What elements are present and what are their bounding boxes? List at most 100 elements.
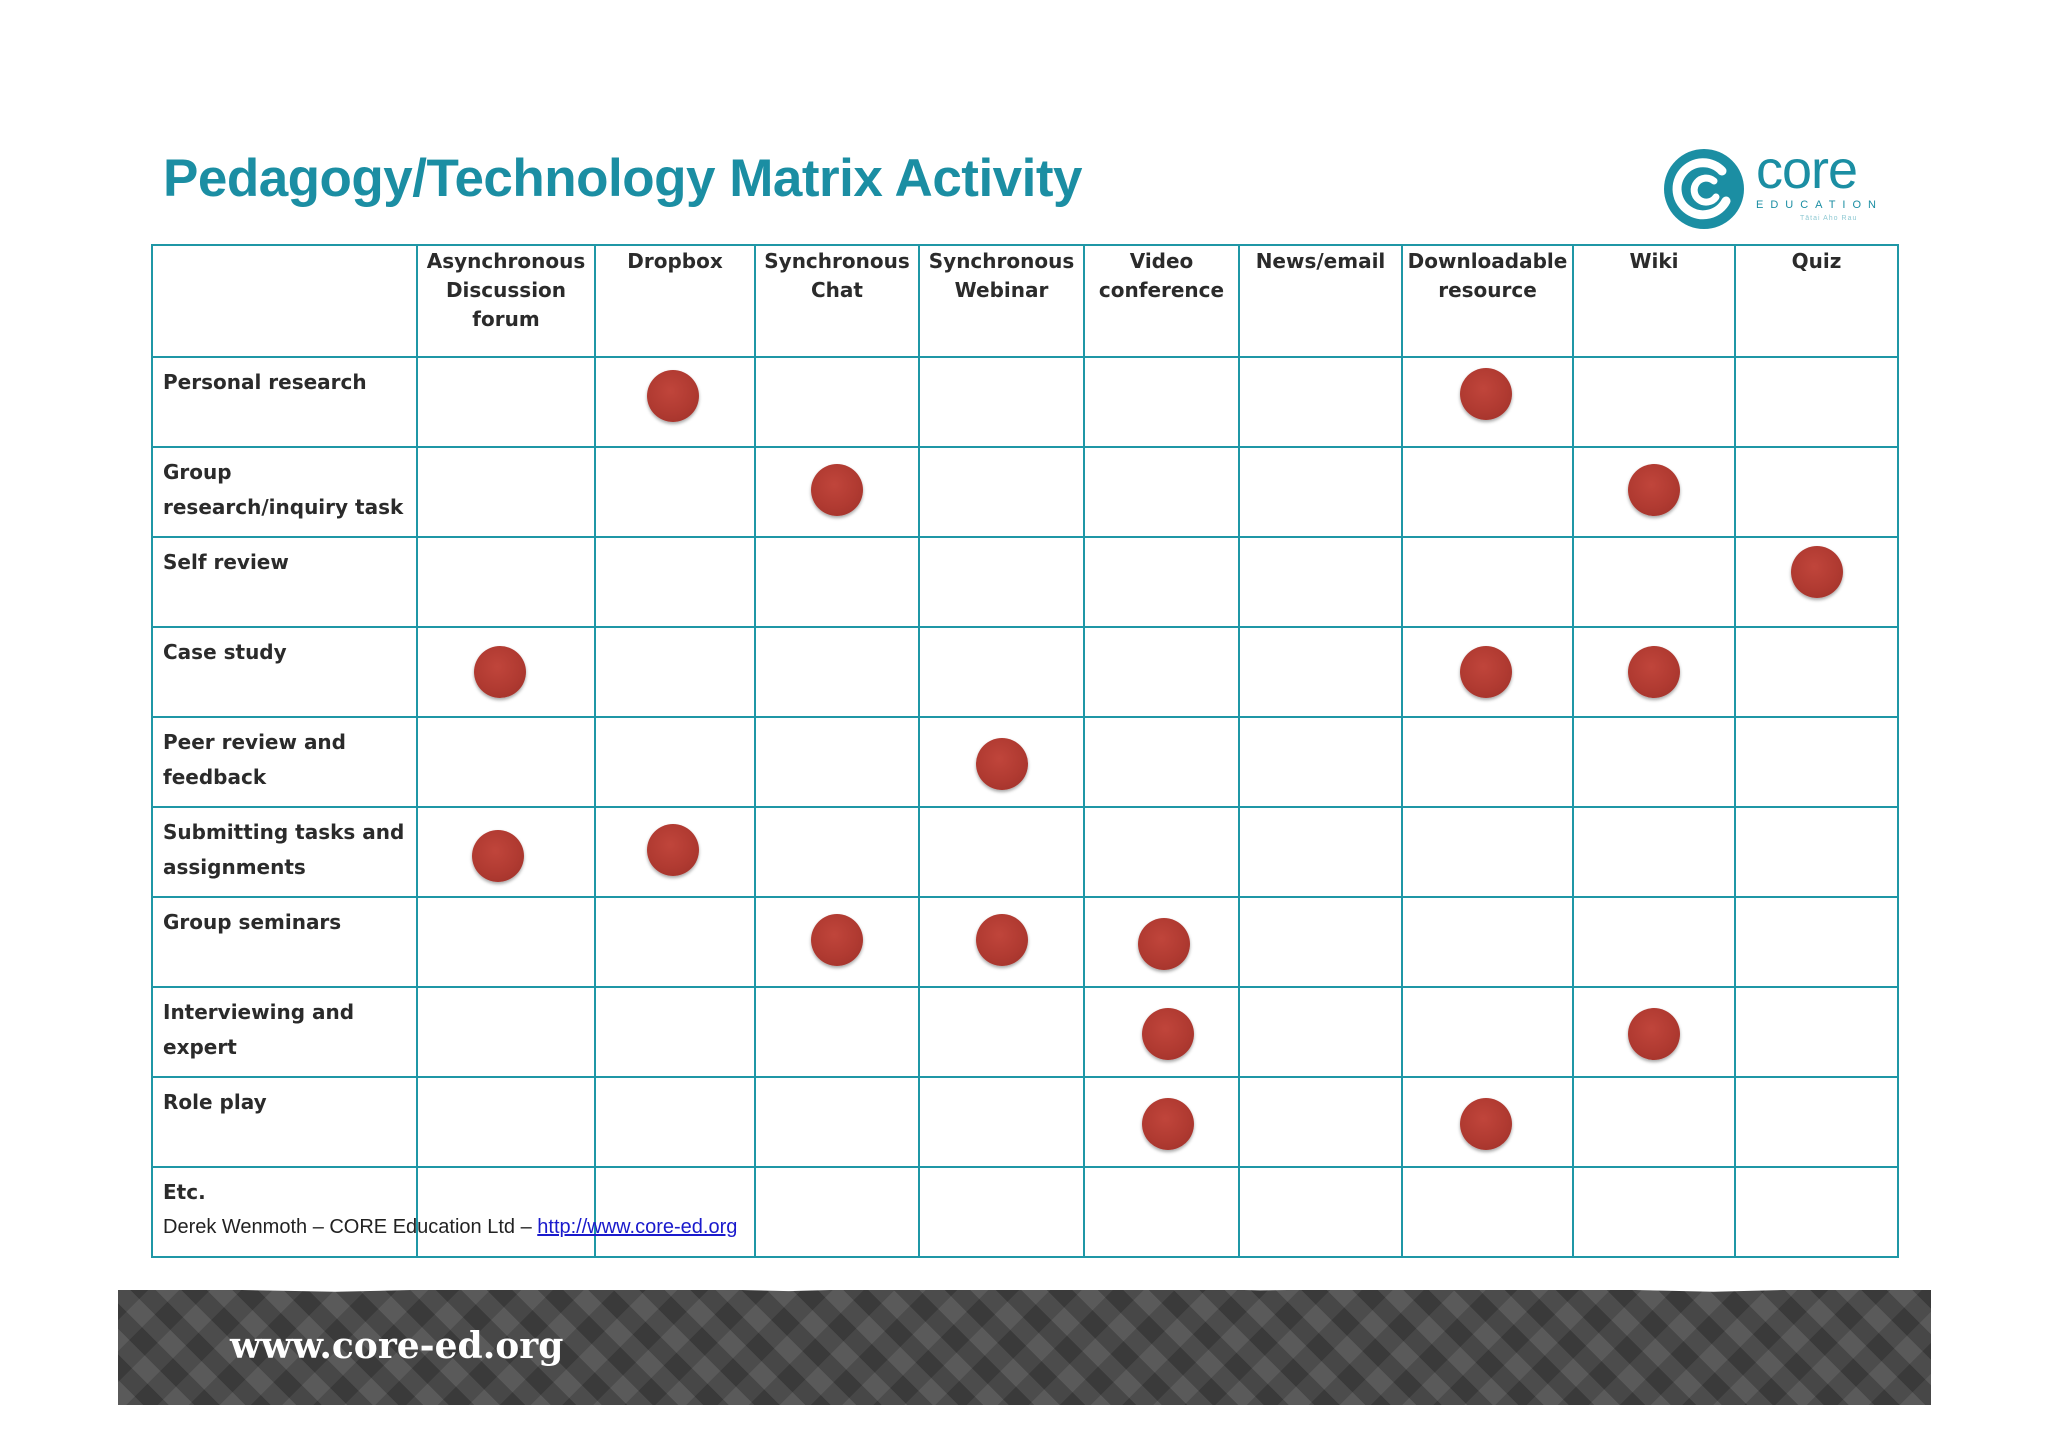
matrix-row: Personal research — [151, 356, 1899, 448]
matrix-cell — [1238, 1076, 1403, 1168]
matrix-row: Role play — [151, 1076, 1899, 1168]
matrix-cell — [416, 986, 596, 1078]
matrix-cell — [754, 536, 920, 628]
row-label: Group seminars — [151, 896, 418, 988]
logo-word: core — [1756, 140, 1858, 200]
row-label: Submitting tasks and assignments — [151, 806, 418, 898]
matrix-cell — [416, 806, 596, 898]
selection-dot-icon — [647, 824, 699, 876]
selection-dot-icon — [1459, 1098, 1512, 1150]
credit-line: Derek Wenmoth – CORE Education Ltd – htt… — [163, 1216, 737, 1239]
selection-dot-icon — [472, 830, 524, 882]
matrix-cell — [1401, 536, 1574, 628]
matrix-cell — [1083, 716, 1240, 808]
selection-dot-icon — [1459, 368, 1512, 420]
matrix-cell — [1401, 1076, 1574, 1168]
matrix-cell — [416, 536, 596, 628]
matrix-cell — [1572, 1166, 1736, 1258]
matrix-row: Group seminars — [151, 896, 1899, 988]
matrix-cell — [1734, 1076, 1899, 1168]
matrix-cell — [1572, 716, 1736, 808]
matrix-cell — [1572, 446, 1736, 538]
matrix-cell — [1083, 806, 1240, 898]
matrix-cell — [1238, 536, 1403, 628]
column-header: Synchronous Chat — [754, 244, 920, 358]
selection-dot-icon — [1459, 646, 1512, 698]
matrix-cell — [1572, 626, 1736, 718]
column-header: Downloadable resource — [1401, 244, 1574, 358]
matrix-cell — [1572, 536, 1736, 628]
matrix-cell — [594, 1166, 756, 1258]
row-label: Etc. — [151, 1166, 418, 1258]
matrix-cell — [918, 446, 1085, 538]
matrix-cell — [1734, 626, 1899, 718]
matrix-cell — [1238, 1166, 1403, 1258]
matrix-cell — [754, 716, 920, 808]
matrix-row: Peer review and feedback — [151, 716, 1899, 808]
selection-dot-icon — [1628, 646, 1680, 698]
matrix-cell — [1734, 356, 1899, 448]
row-label: Peer review and feedback — [151, 716, 418, 808]
credit-text: Derek Wenmoth – CORE Education Ltd – — [163, 1216, 538, 1238]
matrix-cell — [594, 626, 756, 718]
matrix-cell — [594, 896, 756, 988]
selection-dot-icon — [811, 914, 863, 966]
matrix-row: Case study — [151, 626, 1899, 718]
credit-link[interactable]: http://www.core-ed.org — [537, 1216, 738, 1238]
matrix-cell — [1083, 1166, 1240, 1258]
matrix-cell — [1238, 446, 1403, 538]
matrix-cell — [1083, 1076, 1240, 1168]
selection-dot-icon — [811, 464, 863, 516]
column-header: News/email — [1238, 244, 1403, 358]
matrix-cell — [918, 896, 1085, 988]
selection-dot-icon — [1628, 464, 1680, 516]
selection-dot-icon — [647, 370, 699, 422]
core-education-logo: core EDUCATION Tātai Aho Rau — [1660, 140, 1885, 235]
matrix-cell — [918, 1076, 1085, 1168]
matrix-cell — [1401, 626, 1574, 718]
header-row: Asynchronous Discussion forum Dropbox Sy… — [151, 244, 1899, 358]
matrix-cell — [594, 1076, 756, 1168]
matrix-cell — [416, 1166, 596, 1258]
selection-dot-icon — [1141, 1098, 1194, 1150]
matrix-row: Self review — [151, 536, 1899, 628]
matrix-cell — [1238, 806, 1403, 898]
column-header: Dropbox — [594, 244, 756, 358]
matrix-cell — [416, 716, 596, 808]
row-label: Role play — [151, 1076, 418, 1168]
matrix-cell — [1083, 626, 1240, 718]
matrix-cell — [754, 986, 920, 1078]
matrix-cell — [1572, 356, 1736, 448]
matrix-cell — [754, 806, 920, 898]
corner-cell — [151, 244, 418, 358]
matrix-cell — [1734, 716, 1899, 808]
row-label: Self review — [151, 536, 418, 628]
matrix-cell — [918, 986, 1085, 1078]
matrix-cell — [1238, 356, 1403, 448]
matrix-cell — [594, 356, 756, 448]
selection-dot-icon — [474, 646, 526, 698]
logo-tagline: Tātai Aho Rau — [1800, 215, 1858, 222]
matrix-cell — [594, 716, 756, 808]
matrix-cell — [918, 626, 1085, 718]
matrix-cell — [918, 806, 1085, 898]
matrix-cell — [1401, 896, 1574, 988]
matrix-cell — [1734, 986, 1899, 1078]
matrix-table: Asynchronous Discussion forum Dropbox Sy… — [151, 244, 1899, 1258]
row-label: Interviewing and expert — [151, 986, 418, 1078]
matrix-cell — [1083, 986, 1240, 1078]
row-label: Personal research — [151, 356, 418, 448]
selection-dot-icon — [1790, 546, 1843, 598]
matrix-row: Submitting tasks and assignments — [151, 806, 1899, 898]
matrix-cell — [1238, 626, 1403, 718]
matrix-cell — [754, 446, 920, 538]
matrix-cell — [754, 626, 920, 718]
matrix-cell — [416, 356, 596, 448]
matrix-cell — [416, 1076, 596, 1168]
matrix-cell — [416, 626, 596, 718]
column-header: Video conference — [1083, 244, 1240, 358]
matrix-cell — [1572, 896, 1736, 988]
matrix-cell — [1734, 536, 1899, 628]
matrix-row: Etc. — [151, 1166, 1899, 1258]
matrix-cell — [1401, 986, 1574, 1078]
